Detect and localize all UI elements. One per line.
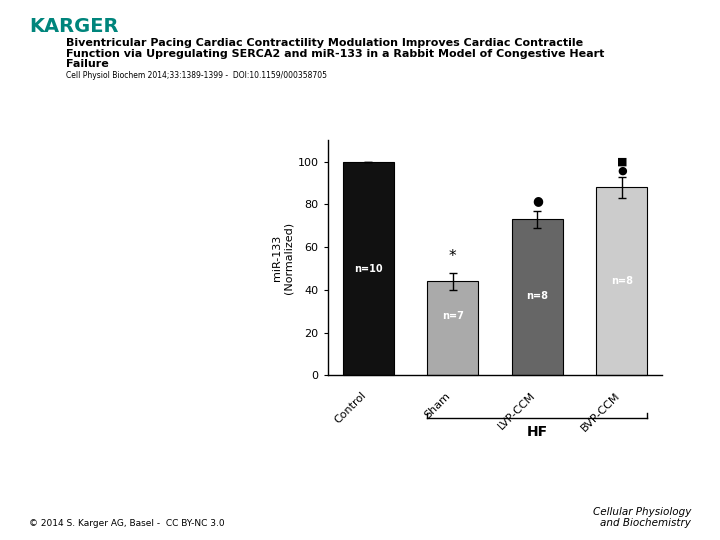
Text: n=10: n=10	[354, 264, 382, 274]
Text: Failure: Failure	[66, 59, 109, 70]
Bar	[343, 162, 394, 375]
Text: Sham: Sham	[423, 390, 453, 420]
Text: n=8: n=8	[526, 291, 548, 301]
Text: ●: ●	[617, 166, 626, 176]
Y-axis label: miR-133
(Normalized): miR-133 (Normalized)	[272, 222, 294, 294]
Text: *: *	[449, 249, 456, 264]
Text: Control: Control	[333, 390, 368, 426]
Text: Biventricular Pacing Cardiac Contractility Modulation Improves Cardiac Contracti: Biventricular Pacing Cardiac Contractili…	[66, 38, 583, 48]
Text: Function via Upregulating SERCA2 and miR-133 in a Rabbit Model of Congestive Hea: Function via Upregulating SERCA2 and miR…	[66, 49, 605, 59]
Text: KARGER: KARGER	[29, 17, 118, 36]
Text: Cell Physiol Biochem 2014;33:1389-1399 -  DOI:10.1159/000358705: Cell Physiol Biochem 2014;33:1389-1399 -…	[66, 71, 327, 80]
Text: ●: ●	[532, 194, 543, 207]
Text: Cellular Physiology
and Biochemistry: Cellular Physiology and Biochemistry	[593, 507, 691, 528]
Text: n=7: n=7	[442, 310, 464, 321]
Bar	[596, 187, 647, 375]
Bar	[428, 281, 478, 375]
Text: ■: ■	[616, 157, 627, 167]
Text: LVP-CCM: LVP-CCM	[496, 390, 537, 431]
Text: © 2014 S. Karger AG, Basel -  CC BY-NC 3.0: © 2014 S. Karger AG, Basel - CC BY-NC 3.…	[29, 519, 225, 528]
Text: n=8: n=8	[611, 276, 633, 286]
Text: BVP-CCM: BVP-CCM	[579, 390, 622, 433]
Bar	[512, 219, 562, 375]
Text: HF: HF	[527, 426, 548, 440]
